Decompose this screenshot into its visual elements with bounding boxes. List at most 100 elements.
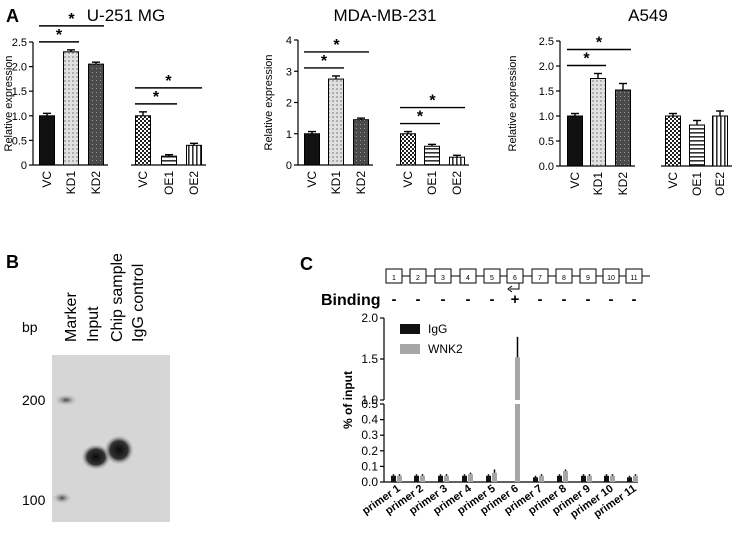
region-box bbox=[625, 268, 643, 284]
region-number: 1 bbox=[392, 275, 396, 282]
bar bbox=[39, 115, 55, 166]
binding-mark: + bbox=[511, 291, 520, 308]
region-box bbox=[434, 268, 452, 284]
y-tick-label: 2.5 bbox=[12, 37, 27, 49]
binding-mark: - bbox=[490, 291, 495, 308]
y-tick-label: 0.5 bbox=[361, 397, 378, 411]
region-number: 3 bbox=[441, 275, 445, 282]
region-number: 5 bbox=[490, 275, 494, 282]
x-tick-label: KD2 bbox=[354, 171, 368, 195]
bar bbox=[689, 124, 705, 167]
bar bbox=[557, 475, 562, 482]
x-tick-label: VC bbox=[401, 171, 415, 188]
region-number: 8 bbox=[562, 275, 566, 282]
bar bbox=[633, 475, 638, 482]
chip-qpcr-bar-chart: 0.00.10.20.30.40.51.01.52.0% of inputpri… bbox=[341, 311, 639, 521]
tss-arrowhead-icon bbox=[507, 285, 513, 293]
bar bbox=[397, 475, 402, 482]
region-box bbox=[579, 268, 597, 284]
bar bbox=[414, 475, 419, 482]
region-number: 2 bbox=[416, 275, 420, 282]
bar-chart-a549: A549 Relative expression 0.0 0.5 1.0 1.5 2.0 2.… bbox=[507, 6, 732, 196]
y-tick-label: 0.0 bbox=[361, 475, 378, 489]
x-tick-label: VC bbox=[40, 171, 54, 188]
x-tick-label: OE1 bbox=[425, 171, 439, 195]
bar bbox=[627, 477, 632, 482]
significance-star: * bbox=[68, 11, 75, 28]
y-tick-label: 2.0 bbox=[539, 61, 554, 73]
binding-mark: - bbox=[562, 291, 567, 308]
bar bbox=[587, 475, 592, 482]
significance-star: * bbox=[333, 37, 340, 54]
y-tick-label: 0 bbox=[21, 160, 27, 172]
bar bbox=[328, 78, 344, 166]
region-box bbox=[602, 268, 620, 284]
y-tick-label: 0.3 bbox=[361, 428, 378, 442]
region-number: 10 bbox=[607, 275, 615, 282]
binding-label: Binding bbox=[321, 292, 381, 309]
x-tick-label: VC bbox=[568, 172, 582, 189]
significance-star: * bbox=[153, 89, 160, 106]
significance-star: * bbox=[417, 109, 424, 126]
bar bbox=[449, 156, 465, 166]
region-number: 4 bbox=[466, 275, 470, 282]
panel-label-c: C bbox=[300, 254, 313, 274]
bar bbox=[563, 471, 568, 482]
x-tick-label: KD1 bbox=[64, 171, 78, 195]
bar bbox=[567, 115, 583, 167]
x-tick-label: VC bbox=[305, 171, 319, 188]
bar-chart-u251: U-251 MG Relative expression 0 0.5 1.0 1.5 2.0… bbox=[3, 6, 206, 195]
region-number: 7 bbox=[538, 275, 542, 282]
gel-panel bbox=[52, 355, 170, 522]
size-label-200: 200 bbox=[22, 392, 46, 408]
x-tick-label: OE2 bbox=[187, 171, 201, 195]
bar bbox=[665, 115, 681, 167]
region-box bbox=[506, 268, 524, 284]
promoter-region-map: 1 2 3 4 5 6 7 8 9 10 11 bbox=[385, 268, 650, 293]
bar bbox=[88, 63, 104, 166]
y-tick-label: 0.1 bbox=[361, 459, 378, 473]
y-tick-label: 1.0 bbox=[12, 111, 27, 123]
bar-segment-lower bbox=[515, 404, 520, 482]
y-tick-label: 1.5 bbox=[12, 86, 27, 98]
y-tick-label: 1.0 bbox=[539, 111, 554, 123]
lane-label-marker: Marker bbox=[63, 292, 80, 342]
marker-band-200 bbox=[54, 394, 78, 406]
bar-chart-mda-mb-231: MDA-MB-231 Relative expression 0 1 2 3 4 VC KD1 K… bbox=[263, 6, 469, 195]
lane-label-chip-sample: Chip sample bbox=[109, 253, 126, 342]
bar bbox=[712, 115, 728, 167]
bar bbox=[468, 474, 473, 482]
tss-arrow-icon bbox=[510, 283, 520, 290]
legend-swatch bbox=[400, 324, 420, 334]
significance-star: * bbox=[165, 73, 172, 90]
chart-title: A549 bbox=[628, 6, 668, 25]
x-tick-label: KD1 bbox=[591, 172, 605, 196]
bar bbox=[539, 475, 544, 482]
region-number: 6 bbox=[513, 275, 517, 282]
significance-star: * bbox=[56, 27, 63, 44]
region-box bbox=[483, 268, 501, 284]
y-axis-label: % of input bbox=[341, 371, 355, 429]
significance-star: * bbox=[429, 93, 436, 110]
bar bbox=[610, 475, 615, 482]
binding-mark: - bbox=[609, 291, 614, 308]
x-tick-label: VC bbox=[136, 171, 150, 188]
x-tick-label: VC bbox=[666, 172, 680, 189]
y-tick-label: 2 bbox=[286, 98, 292, 110]
bar bbox=[353, 119, 369, 166]
y-tick-label: 0.5 bbox=[539, 136, 554, 148]
region-box bbox=[555, 268, 573, 284]
region-number: 9 bbox=[586, 275, 590, 282]
region-box bbox=[385, 268, 403, 284]
bar bbox=[492, 472, 497, 482]
binding-marks: - - - - - + - - - - - bbox=[392, 291, 637, 308]
input-band bbox=[81, 444, 111, 470]
y-tick-label: 1 bbox=[286, 129, 292, 141]
bar bbox=[444, 475, 449, 482]
region-box bbox=[409, 268, 427, 284]
size-label-100: 100 bbox=[22, 492, 46, 508]
x-tick-label: KD1 bbox=[329, 171, 343, 195]
bar bbox=[581, 475, 586, 482]
x-tick-label: OE2 bbox=[450, 171, 464, 195]
bar bbox=[486, 475, 491, 482]
